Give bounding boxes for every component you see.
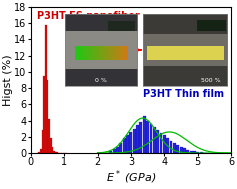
Bar (48, 119, 50, 153)
Bar (176, 145, 179, 153)
Bar (160, 133, 163, 153)
Bar (52, 147, 53, 153)
Bar (53, 151, 55, 153)
Bar (126, 135, 129, 153)
Bar (119, 143, 122, 153)
Bar (116, 146, 119, 153)
Text: P3HT ES nanofiber: P3HT ES nanofiber (37, 11, 139, 21)
Bar (180, 146, 182, 153)
Bar (43, 76, 45, 153)
Bar (113, 149, 116, 153)
Bar (136, 125, 139, 153)
Bar (40, 149, 41, 153)
Bar (169, 141, 173, 153)
Bar (150, 124, 152, 153)
Text: P3HT Thin film: P3HT Thin film (143, 89, 224, 99)
Bar (109, 151, 112, 153)
Bar (173, 143, 176, 153)
Bar (200, 152, 203, 153)
Bar (193, 151, 196, 153)
Bar (196, 152, 199, 153)
Bar (143, 116, 146, 153)
Bar (153, 127, 156, 153)
Bar (186, 150, 189, 153)
X-axis label: $E^*$ (GPa): $E^*$ (GPa) (106, 169, 156, 186)
Bar (47, 80, 48, 153)
Bar (163, 135, 166, 153)
Bar (146, 121, 149, 153)
Bar (55, 152, 57, 153)
Bar (190, 151, 192, 153)
Bar (166, 138, 169, 153)
Y-axis label: Higst (%): Higst (%) (3, 54, 13, 106)
Bar (156, 130, 159, 153)
Bar (42, 130, 43, 153)
Bar (123, 138, 126, 153)
Bar (38, 152, 40, 153)
Bar (129, 132, 132, 153)
Bar (45, 25, 46, 153)
Bar (50, 138, 52, 153)
Bar (133, 129, 136, 153)
Bar (183, 148, 186, 153)
Bar (140, 122, 142, 153)
